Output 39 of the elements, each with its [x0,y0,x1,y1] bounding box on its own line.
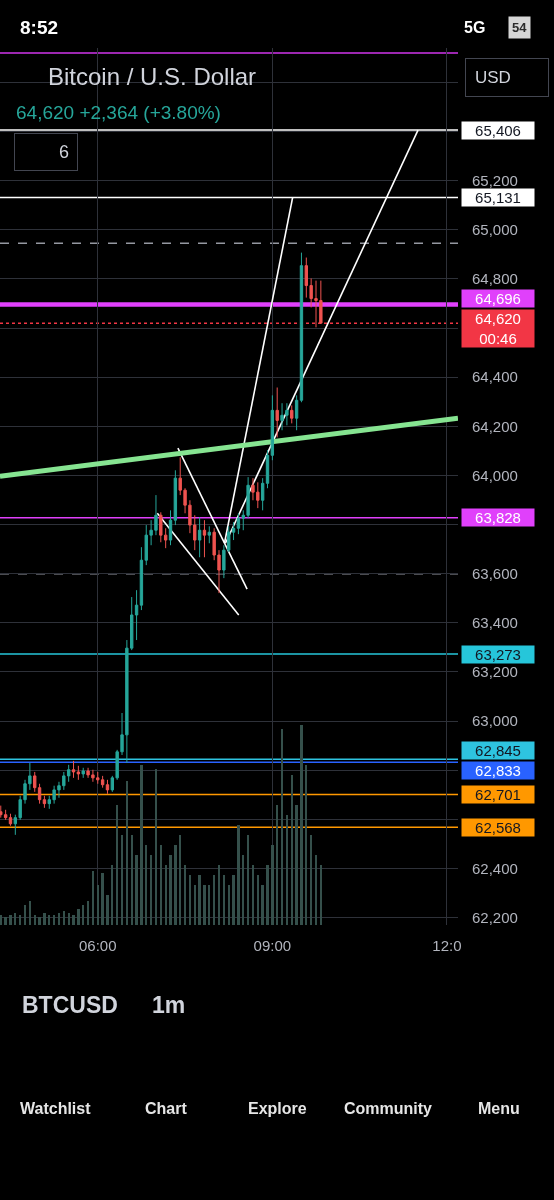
text: BTCUSD [22,992,118,1018]
x-tick-label: 09:00 [253,937,292,954]
y-tick-label: 64,400 [472,368,518,386]
text: 64,620 +2,364 (+3.80%) [16,102,221,123]
ref-line-label: 62,833 [475,762,521,779]
ref-line-label: 63,273 [475,646,521,663]
text: Explore [248,1100,307,1117]
text: Chart [145,1100,188,1117]
y-tick-label: 63,200 [472,663,518,681]
y-tick-label: 63,400 [472,614,518,632]
text: Menu [478,1100,520,1117]
y-tick-label: 62,400 [472,859,518,877]
y-tick-label: 63,000 [472,712,518,730]
text: Bitcoin / U.S. Dollar [48,63,257,91]
x-tick-label: 12:0 [432,937,462,954]
y-tick-label: 64,000 [472,466,518,484]
ref-line-label: 64,696 [475,290,521,307]
ref-line-label: 65,406 [475,122,521,139]
text: 1m [152,992,186,1018]
annotation: 6 [58,142,69,162]
y-tick-label: 63,600 [472,564,518,582]
ref-line-label: 64,620 00:46 [475,310,521,347]
ref-line-label: 65,131 [475,189,521,206]
y-tick-label: 62,200 [472,908,518,926]
text: USD [475,68,511,87]
ref-line-label: 62,845 [475,742,521,759]
ref-line-label: 62,701 [475,786,521,803]
y-tick-label: 64,800 [472,270,518,288]
ref-line-label: 63,828 [475,509,521,526]
x-tick-label: 06:00 [79,937,117,954]
text: 54 [512,20,528,35]
y-tick-label: 65,000 [472,221,518,239]
text: Watchlist [20,1100,92,1117]
ref-line-label: 62,568 [475,819,521,836]
text: Community [344,1100,433,1117]
y-tick-label: 65,200 [472,171,518,189]
text: 5G [464,19,486,36]
y-tick-label: 64,200 [472,417,518,435]
text: 8:52 [20,17,59,38]
